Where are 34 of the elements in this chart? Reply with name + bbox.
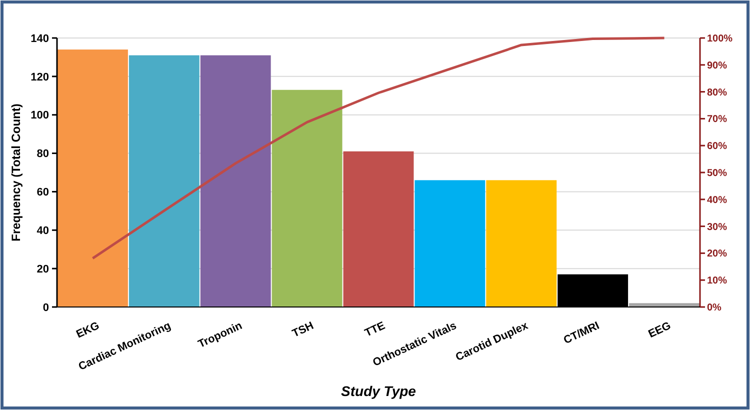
bar xyxy=(343,151,414,307)
y-tick-label: 40 xyxy=(36,224,49,237)
bar xyxy=(58,50,128,307)
y-axis-title: Frequency (Total Count) xyxy=(9,104,23,242)
line-series xyxy=(91,36,666,260)
y2-tick-label: 100% xyxy=(707,34,733,44)
y2-tick-label: 50% xyxy=(707,168,728,179)
y-tick-label: 80 xyxy=(36,148,49,160)
y-tick-label: 140 xyxy=(30,32,49,45)
bar xyxy=(629,303,700,307)
y-tick-label: 60 xyxy=(36,186,49,199)
x-axis-title: Study Type xyxy=(341,383,416,399)
y2-tick-label: 90% xyxy=(707,60,728,72)
bar xyxy=(200,55,271,307)
y2-tick-label: 60% xyxy=(707,141,728,152)
y2-tick-label: 10% xyxy=(707,276,728,287)
y-tick-label: 100 xyxy=(30,110,49,122)
y-tick-label: 120 xyxy=(30,71,49,84)
y2-tick-label: 20% xyxy=(707,248,728,260)
bar xyxy=(486,180,557,307)
bar xyxy=(272,90,342,307)
x-tick-label: EEG xyxy=(646,320,673,341)
y2-tick-label: 40% xyxy=(707,194,728,206)
x-tick-label: EKG xyxy=(74,320,102,341)
y2-tick-label: 80% xyxy=(707,87,728,98)
y-tick-label: 20 xyxy=(36,263,49,276)
x-tick-label: TTE xyxy=(363,320,388,340)
y2-tick-label: 30% xyxy=(707,222,728,233)
x-tick-label: TSH xyxy=(290,320,316,340)
bar xyxy=(128,55,200,307)
y-tick-label: 0 xyxy=(42,302,49,314)
bar xyxy=(414,180,486,307)
y2-tick-label: 70% xyxy=(707,114,728,126)
y2-tick-label: 0% xyxy=(707,302,722,314)
